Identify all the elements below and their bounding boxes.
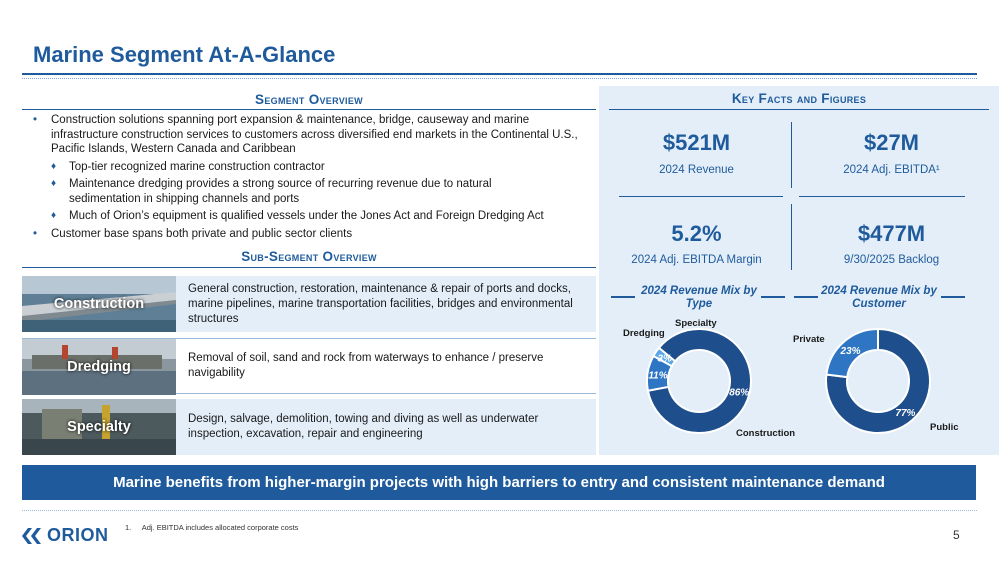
kf-margin-label: 2024 Adj. EBITDA Margin	[631, 254, 762, 266]
mix-type-dash-right	[761, 296, 785, 298]
footnote: 1. Adj. EBITDA includes allocated corpor…	[125, 523, 298, 532]
donut-chart-type: 86% 11% 3%	[646, 328, 752, 434]
specialty-photo-art	[22, 399, 176, 455]
kf-margin-value: 5.2%	[671, 221, 722, 246]
donut-slice-public	[825, 327, 931, 434]
diamond-bullet-icon: ♦	[51, 210, 57, 221]
segment-overview-rule	[22, 109, 596, 110]
segment-overview-list: Construction solutions spanning port exp…	[33, 113, 598, 244]
kf-backlog-value: $477M	[857, 221, 926, 246]
donut-data-label-dredging: 11%	[648, 371, 667, 382]
kf-divider-left	[619, 196, 783, 197]
overview-sub-bullet: ♦ Maintenance dredging provides a strong …	[33, 177, 598, 206]
footnote-text: Adj. EBITDA includes allocated corporate…	[141, 523, 299, 532]
dredging-photo-art	[22, 339, 176, 395]
orion-logo-mark-icon	[22, 527, 41, 544]
sub-segment-description: General construction, restoration, maint…	[188, 282, 573, 325]
key-facts-panel: Key Facts and Figures $521M 2024 Revenue…	[599, 86, 999, 455]
mix-by-type-title: 2024 Revenue Mix by Type	[641, 285, 757, 310]
overview-sub-bullet-text: Top-tier recognized marine construction …	[69, 160, 325, 173]
sub-segment-row-construction: Construction General construction, resto…	[22, 276, 596, 332]
overview-sub-bullet: ♦ Top-tier recognized marine construction…	[33, 160, 598, 175]
sub-segment-name: Construction	[53, 296, 145, 312]
specialty-photo: Specialty	[22, 399, 176, 455]
overview-bullet: Construction solutions spanning port exp…	[33, 113, 598, 157]
kf-divider-right	[799, 196, 965, 197]
sub-segment-name: Dredging	[67, 359, 131, 375]
sub-segment-description: Removal of soil, sand and rock from wate…	[188, 352, 544, 379]
donut-data-label-public: 77%	[895, 408, 915, 419]
donut-slice-private	[825, 327, 879, 379]
sub-segment-rule	[22, 267, 596, 268]
overview-sub-bullet: ♦ Much of Orion’s equipment is qualified …	[33, 209, 598, 224]
kf-ebitda-label: 2024 Adj. EBITDA¹	[843, 164, 940, 176]
footer-dotted-rule	[22, 510, 977, 511]
kf-backlog-label: 9/30/2025 Backlog	[843, 254, 940, 266]
key-facts-heading: Key Facts and Figures	[731, 91, 867, 106]
key-message-banner: Marine benefits from higher-margin proje…	[22, 465, 976, 500]
donut-data-label-specialty: 3%	[657, 354, 672, 365]
sub-segment-heading: Sub-Segment Overview	[241, 249, 377, 264]
legend-dredging: Dredging	[623, 328, 665, 339]
mix-customer-dash-left	[794, 296, 818, 298]
dredging-photo: Dredging	[22, 339, 176, 395]
logo-text: ORION	[47, 525, 109, 545]
kf-revenue-label: 2024 Revenue	[659, 164, 734, 176]
kf-revenue-value: $521M	[662, 130, 731, 155]
segment-overview-heading: Segment Overview	[255, 92, 363, 107]
diamond-bullet-icon: ♦	[51, 160, 57, 172]
title-dotted-rule	[22, 78, 977, 79]
donut-data-label-private: 23%	[840, 346, 861, 357]
legend-private: Private	[793, 334, 825, 345]
donut-slice-specialty	[652, 346, 677, 368]
title-rule	[22, 73, 977, 75]
donut-data-label-construction: 86%	[729, 387, 749, 398]
mix-by-customer-title: 2024 Revenue Mix by Customer	[821, 285, 937, 310]
footnote-number: 1.	[125, 523, 132, 532]
page-title: Marine Segment At-A-Glance	[33, 42, 336, 67]
overview-sub-bullet-text: Much of Orion’s equipment is qualified v…	[69, 210, 544, 222]
sub-segment-name: Specialty	[67, 419, 131, 435]
orion-logo: ORION	[22, 525, 109, 546]
donut-chart-customer: 77% 23%	[825, 327, 931, 434]
mix-customer-dash-right	[941, 296, 965, 298]
overview-bullet: Customer base spans both private and pub…	[33, 227, 598, 242]
kf-divider-vertical	[791, 204, 792, 270]
key-facts-rule	[609, 109, 989, 110]
construction-photo: Construction	[22, 276, 176, 332]
diamond-bullet-icon: ♦	[51, 178, 57, 189]
kf-divider-vertical	[791, 122, 792, 188]
legend-specialty: Specialty	[675, 318, 717, 329]
overview-sub-bullet-text: Maintenance dredging provides a strong s…	[69, 178, 492, 205]
construction-photo-art	[22, 276, 176, 332]
donut-slice-construction	[646, 328, 752, 434]
kf-ebitda-value: $27M	[863, 130, 920, 155]
mix-type-dash-left	[611, 296, 635, 298]
sub-segment-row-dredging: Dredging Removal of soil, sand and rock …	[22, 338, 596, 395]
sub-segment-description: Design, salvage, demolition, towing and …	[188, 413, 539, 440]
sub-segment-row-specialty: Specialty Design, salvage, demolition, t…	[22, 399, 596, 455]
legend-construction: Construction	[736, 428, 796, 439]
legend-public: Public	[930, 422, 959, 433]
page-number: 5	[953, 528, 960, 542]
